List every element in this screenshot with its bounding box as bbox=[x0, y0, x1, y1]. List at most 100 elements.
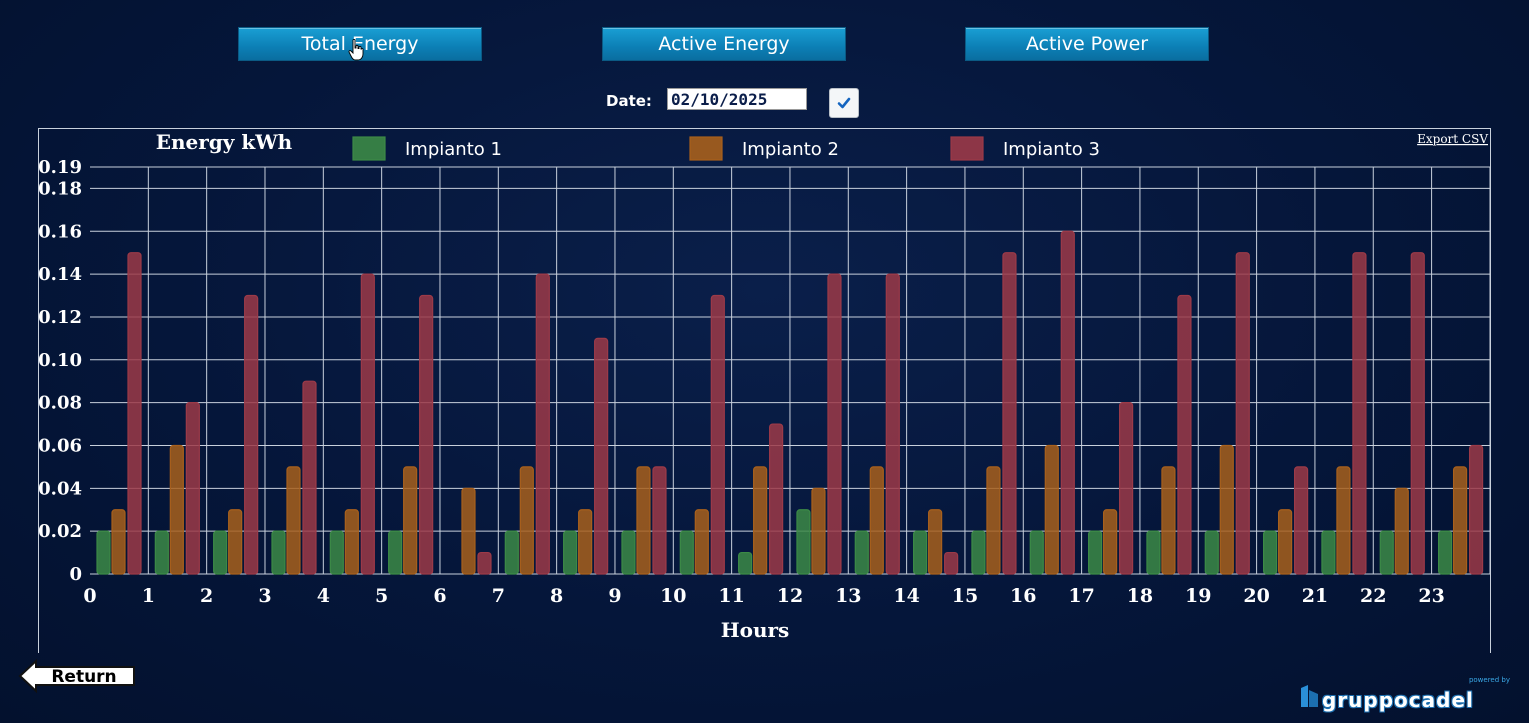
bar-2 bbox=[986, 466, 1001, 575]
x-tick-label: 3 bbox=[258, 585, 271, 607]
legend-label: Impianto 1 bbox=[405, 139, 502, 160]
x-axis-label: Hours bbox=[721, 618, 790, 642]
bar-2 bbox=[811, 487, 826, 575]
x-tick-label: 6 bbox=[433, 585, 446, 607]
bar-3 bbox=[477, 551, 492, 575]
bar-1 bbox=[1088, 530, 1103, 575]
bar-1 bbox=[854, 530, 869, 575]
active-energy-tab[interactable]: Active Energy bbox=[602, 27, 846, 61]
bar-3 bbox=[594, 337, 609, 575]
bar-2 bbox=[869, 466, 884, 575]
export-csv-link[interactable]: Export CSV bbox=[1417, 132, 1488, 146]
legend-label: Impianto 2 bbox=[742, 139, 839, 160]
x-tick-label: 9 bbox=[608, 585, 621, 607]
bar-1 bbox=[971, 530, 986, 575]
legend-swatch bbox=[950, 136, 984, 161]
bar-2 bbox=[636, 466, 651, 575]
bar-1 bbox=[738, 551, 753, 575]
bar-3 bbox=[1468, 444, 1484, 575]
bar-2 bbox=[228, 509, 243, 575]
bar-1 bbox=[1437, 530, 1453, 575]
bar-2 bbox=[1161, 466, 1176, 575]
bar-2 bbox=[111, 509, 126, 575]
bar-3 bbox=[244, 294, 259, 575]
return-label: Return bbox=[51, 667, 116, 687]
bar-1 bbox=[1262, 530, 1278, 575]
return-button[interactable]: Return bbox=[18, 658, 138, 694]
bar-2 bbox=[1452, 466, 1468, 575]
y-tick-label: 0 bbox=[69, 564, 82, 585]
bar-3 bbox=[1060, 230, 1075, 575]
bar-3 bbox=[1177, 294, 1192, 575]
bar-3 bbox=[419, 294, 434, 575]
bar-2 bbox=[286, 466, 301, 575]
bar-2 bbox=[1336, 466, 1351, 575]
y-tick-label: 0.18 bbox=[38, 178, 82, 199]
bar-1 bbox=[679, 530, 694, 575]
bar-1 bbox=[796, 509, 811, 575]
bar-3 bbox=[535, 273, 550, 575]
bar-3 bbox=[1119, 402, 1134, 575]
y-tick-label: 0.04 bbox=[38, 478, 82, 499]
x-tick-label: 18 bbox=[1127, 585, 1153, 607]
x-tick-label: 16 bbox=[1010, 585, 1036, 607]
confirm-date-button[interactable] bbox=[829, 88, 859, 118]
bar-2 bbox=[694, 509, 709, 575]
bar-1 bbox=[621, 530, 636, 575]
bar-1 bbox=[1204, 530, 1219, 575]
bar-3 bbox=[885, 273, 900, 575]
y-tick-label: 0.14 bbox=[38, 264, 82, 285]
hand-pointer-icon bbox=[348, 39, 364, 61]
bar-2 bbox=[1277, 509, 1293, 575]
chart-title: Energy kWh bbox=[156, 130, 293, 154]
x-tick-label: 22 bbox=[1360, 585, 1386, 607]
bar-3 bbox=[185, 402, 200, 575]
y-tick-label: 0.16 bbox=[38, 221, 82, 242]
x-tick-label: 12 bbox=[777, 585, 803, 607]
bar-3 bbox=[1352, 252, 1367, 575]
bar-1 bbox=[271, 530, 286, 575]
x-tick-label: 4 bbox=[317, 585, 330, 607]
brand-logo: powered by gruppocadel bbox=[1300, 676, 1512, 716]
bar-3 bbox=[1293, 466, 1309, 575]
bar-1 bbox=[1029, 530, 1044, 575]
active-power-tab[interactable]: Active Power bbox=[965, 27, 1209, 61]
bar-3 bbox=[1002, 252, 1017, 575]
bar-2 bbox=[1394, 487, 1409, 575]
bar-1 bbox=[213, 530, 228, 575]
bar-3 bbox=[769, 423, 784, 575]
bar-2 bbox=[1103, 509, 1118, 575]
bar-2 bbox=[519, 466, 534, 575]
y-tick-label: 0.02 bbox=[38, 521, 82, 542]
logo-powered-text: powered by bbox=[1468, 676, 1510, 684]
x-tick-label: 2 bbox=[200, 585, 213, 607]
bar-1 bbox=[1321, 530, 1336, 575]
bar-2 bbox=[1044, 444, 1059, 575]
x-tick-label: 1 bbox=[142, 585, 155, 607]
x-tick-label: 19 bbox=[1185, 585, 1211, 607]
bar-3 bbox=[1235, 252, 1250, 575]
bar-2 bbox=[461, 487, 476, 575]
bar-3 bbox=[127, 252, 142, 575]
x-tick-label: 20 bbox=[1243, 585, 1269, 607]
bar-1 bbox=[96, 530, 111, 575]
bar-3 bbox=[360, 273, 375, 575]
bar-1 bbox=[563, 530, 578, 575]
bar-1 bbox=[504, 530, 519, 575]
bar-1 bbox=[1379, 530, 1394, 575]
bar-1 bbox=[388, 530, 403, 575]
bar-3 bbox=[1410, 252, 1425, 575]
date-field[interactable]: 02/10/2025 bbox=[667, 88, 807, 110]
y-tick-label: 0.08 bbox=[38, 393, 82, 414]
logo-brand-text: gruppocadel bbox=[1322, 688, 1474, 712]
bar-1 bbox=[329, 530, 344, 575]
y-tick-label: 0.19 bbox=[38, 157, 82, 178]
bar-2 bbox=[928, 509, 943, 575]
bar-2 bbox=[1219, 444, 1234, 575]
x-tick-label: 5 bbox=[375, 585, 388, 607]
x-tick-label: 11 bbox=[718, 585, 744, 607]
x-tick-label: 15 bbox=[952, 585, 978, 607]
legend-swatch bbox=[689, 136, 723, 161]
bar-2 bbox=[169, 444, 184, 575]
